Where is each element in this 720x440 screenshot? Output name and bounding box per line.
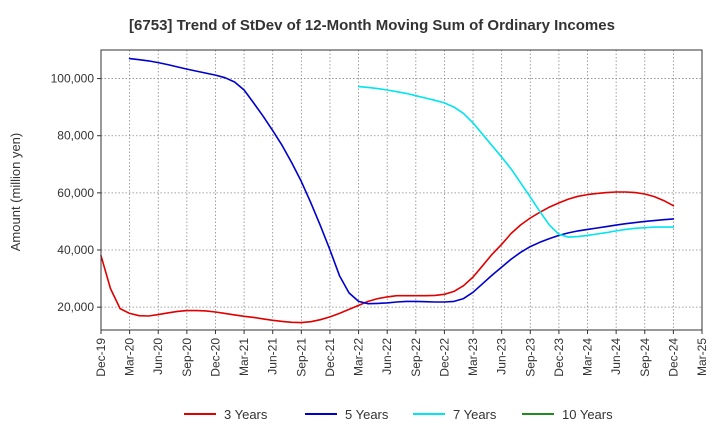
x-tick-label: Jun-22	[380, 338, 394, 375]
x-tick-label: Sep-24	[638, 338, 652, 377]
legend-label-7-years: 7 Years	[453, 407, 497, 422]
chart-title: [6753] Trend of StDev of 12-Month Moving…	[129, 17, 615, 34]
x-tick-label: Mar-25	[695, 338, 709, 376]
x-tick-label: Sep-21	[294, 338, 308, 377]
legend-label-10-years: 10 Years	[562, 407, 613, 422]
x-tick-label: Jun-24	[609, 338, 623, 375]
x-tick-label: Mar-21	[237, 338, 251, 376]
legend-label-5-years: 5 Years	[345, 407, 389, 422]
y-tick-label: 20,000	[57, 300, 94, 314]
y-tick-label: 40,000	[57, 243, 94, 257]
x-tick-label: Mar-20	[123, 338, 137, 376]
x-tick-label: Dec-20	[208, 338, 222, 377]
y-tick-label: 60,000	[57, 186, 94, 200]
plot-frame	[100, 49, 703, 331]
grid-layer	[100, 50, 703, 330]
x-tick-label: Dec-19	[94, 338, 108, 377]
legend-label-3-years: 3 Years	[224, 407, 268, 422]
x-tick-label: Dec-23	[552, 338, 566, 377]
series-line-7-years	[357, 85, 675, 238]
x-tick-label: Jun-20	[151, 338, 165, 375]
y-axis-label: Amount (million yen)	[8, 133, 23, 252]
legend: 3 Years 5 Years 7 Years 10 Years	[184, 407, 613, 422]
x-tick-label: Mar-22	[352, 338, 366, 376]
x-tick-label: Sep-20	[180, 338, 194, 377]
tick-layer: Dec-19 Mar-20 Jun-20 Sep-20 Dec-20 Mar-21 Jun-…	[51, 72, 709, 377]
y-tick-label: 100,000	[51, 72, 95, 86]
x-tick-label: Sep-22	[409, 338, 423, 377]
x-tick-label: Jun-21	[266, 338, 280, 375]
x-tick-label: Sep-23	[523, 338, 537, 377]
series-line-3-years	[100, 191, 675, 324]
x-tick-label: Jun-23	[495, 338, 509, 375]
x-tick-label: Dec-22	[437, 338, 451, 377]
series-layer	[100, 57, 675, 324]
x-tick-label: Mar-23	[466, 338, 480, 376]
series-line-5-years	[128, 57, 675, 305]
y-tick-label: 80,000	[57, 129, 94, 143]
x-tick-label: Dec-24	[666, 338, 680, 377]
x-tick-label: Mar-24	[581, 338, 595, 376]
x-tick-label: Dec-21	[323, 338, 337, 377]
